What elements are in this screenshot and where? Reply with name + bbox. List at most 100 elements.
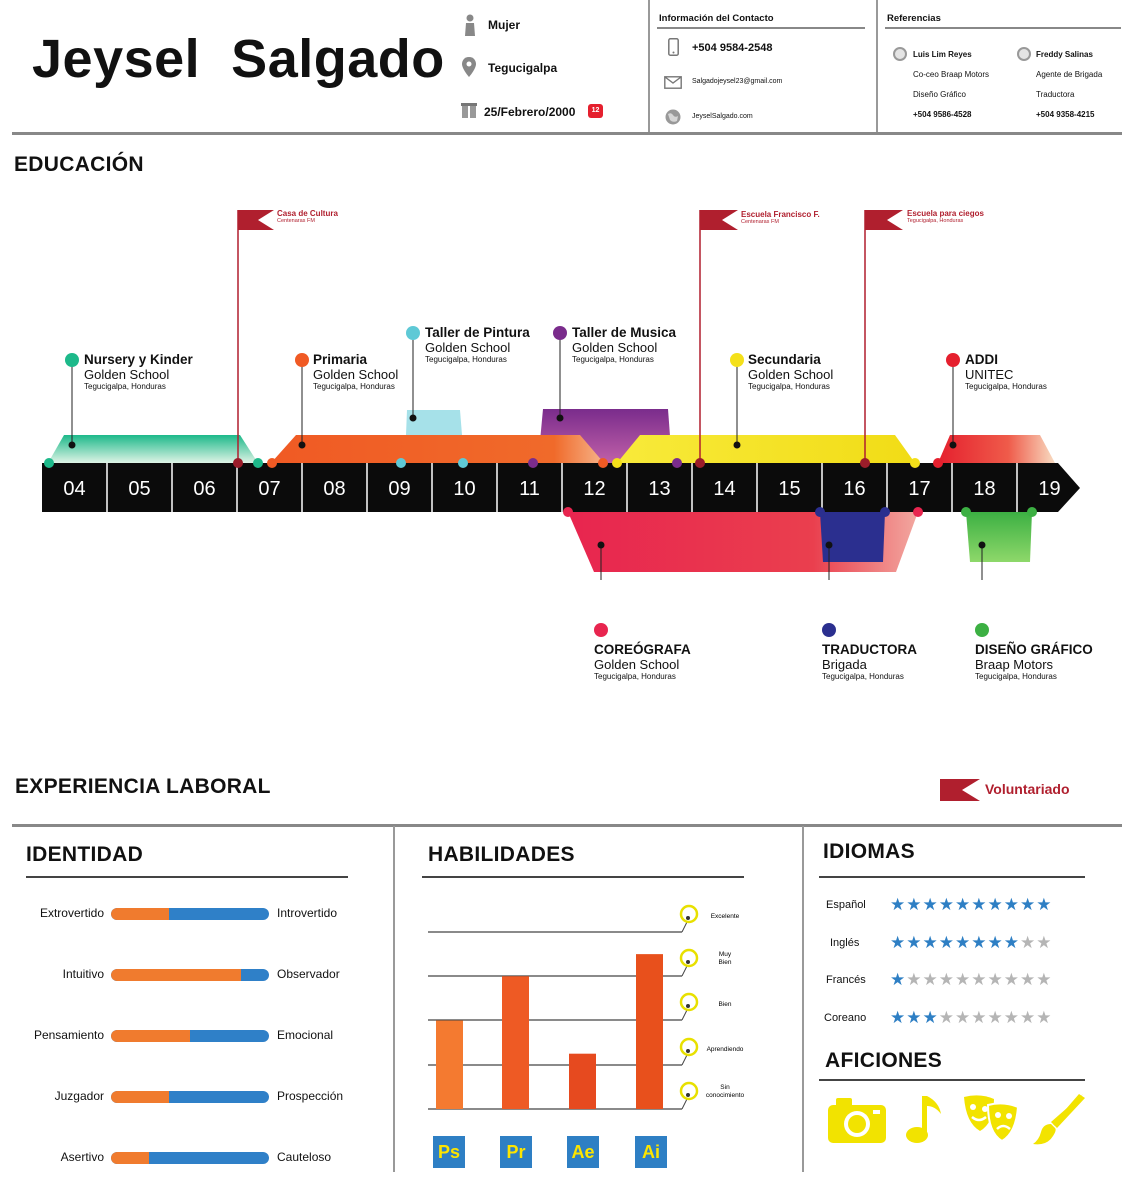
star-icon: ★ [1036,895,1053,914]
volunteer-flag-icon [940,779,980,801]
language-name: Coreano [824,1011,867,1024]
star-icon: ★ [987,932,1004,952]
trait-right-label: Emocional [277,1028,334,1042]
star-icon: ★ [955,970,972,989]
star-icon: ★ [1020,1007,1037,1027]
star-icon: ★ [890,970,907,989]
skill-bar [502,976,529,1109]
candidate-name: Jeysel Salgado [32,29,445,89]
trait-left-label: Pensamiento [33,1028,104,1042]
ref2-role: Agente de Brigada [1036,70,1103,79]
volunteer-legend: Voluntariado [985,781,1070,797]
theater-masks-icon [964,1095,1020,1143]
phone-text: +504 9584-2548 [692,42,773,54]
identity-title: IDENTIDAD [26,843,144,866]
edu-item-addi: ADDI UNITEC Tegucigalpa, Honduras [965,352,1047,391]
edu-item-pintura: Taller de Pintura Golden School Teguciga… [425,325,530,364]
star-icon: ★ [906,895,923,914]
trait-bar [111,1152,269,1164]
axis-year-label: 16 [843,478,865,500]
job-item-diseno: DISEÑO GRÁFICO Braap Motors Tegucigalpa,… [975,642,1093,681]
city-text: Tegucigalpa [488,61,558,75]
axis-year-label: 05 [128,478,150,500]
ref2-name: Freddy Salinas [1036,50,1093,59]
star-icon: ★ [906,970,923,989]
star-icon: ★ [906,932,923,952]
star-icon: ★ [922,970,939,989]
experience-title: EXPERIENCIA LABORAL [15,775,271,798]
star-icon: ★ [938,970,955,989]
star-icon: ★ [938,932,955,952]
star-icon: ★ [922,1007,939,1027]
skill-bar [569,1053,596,1109]
flag-escuela-ciegos [864,210,903,463]
star-icon: ★ [971,970,988,989]
axis-year-label: 17 [908,478,930,500]
camera-icon [828,1098,886,1143]
star-icon: ★ [1020,895,1037,914]
traductora-dot [822,623,836,637]
trait-right-label: Cauteloso [277,1150,332,1164]
person-icon [465,14,475,36]
hobbies-title: AFICIONES [825,1049,943,1072]
gender-text: Mujer [488,18,521,32]
trait-bar-fill [111,1152,149,1164]
star-icon: ★ [1003,1007,1020,1027]
addi-dot [946,353,960,367]
trait-bar [111,908,269,920]
education-timeline: 04 05 06 07 08 09 10 11 12 13 14 15 16 17 18 19 [42,210,1080,580]
star-icon: ★ [1020,970,1037,989]
trait-bar-fill [111,1091,170,1103]
addi-range [938,435,1055,463]
language-name: Inglés [830,936,860,949]
skills-title: HABILIDADES [428,843,575,866]
axis-year-label: 19 [1038,478,1060,500]
skill-level-marker [679,904,699,924]
music-note-icon [906,1096,941,1143]
edu-item-musica: Taller de Musica Golden School Tegucigal… [572,325,677,364]
star-icon: ★ [971,895,988,914]
skill-bar [436,1020,463,1109]
trait-bar [111,969,269,981]
language-rating: ★★★★★★★★★★ [890,970,1053,990]
star-icon: ★ [1020,932,1037,952]
trait-bar-fill [111,908,170,920]
references-title: Referencias [887,13,941,24]
job-item-coreografa: COREÓGRAFA Golden School Tegucigalpa, Ho… [594,642,691,681]
star-icon: ★ [971,932,988,952]
axis-year-label: 06 [193,478,215,500]
trait-right-label: Introvertido [277,906,338,920]
star-icon: ★ [890,895,907,914]
star-icon: ★ [1036,1007,1053,1027]
language-name: Francés [826,974,866,986]
ref1-role2: Diseño Gráfico [913,90,966,99]
star-icon: ★ [890,932,907,952]
star-icon: ★ [955,1007,972,1027]
job-item-traductora: TRADUCTORA Brigada Tegucigalpa, Honduras [822,642,917,681]
skill-level-label: Aprendiendo [707,1046,744,1053]
photoshop-icon: Ps [433,1136,465,1168]
axis-year-label: 04 [63,478,85,500]
flag-label: Escuela para ciegos Tegucigalpa, Hondura… [907,209,984,224]
axis-year-label: 11 [519,478,540,500]
location-pin-icon [462,57,476,77]
nursery-range [48,435,258,463]
star-icon: ★ [1003,895,1020,914]
trait-right-label: Observador [277,967,340,981]
axis-year-label: 13 [648,478,670,500]
skill-bar [636,954,663,1109]
skill-level-label: Bien [718,1001,731,1008]
phone-icon [668,38,679,56]
language-rating: ★★★★★★★★★★ [890,933,1053,953]
star-icon: ★ [922,895,939,914]
email-link[interactable]: Salgadojeysel23@gmail.com [692,78,783,85]
language-rating: ★★★★★★★★★★ [890,1008,1053,1028]
primaria-dot [295,353,309,367]
website-link[interactable]: JeyselSalgado.com [692,113,753,120]
skill-level-marker [679,1037,699,1057]
star-icon: ★ [938,895,955,914]
nursery-dot [65,353,79,367]
edu-item-secundaria: Secundaria Golden School Tegucigalpa, Ho… [748,352,834,391]
skill-level-marker [679,992,699,1012]
star-icon: ★ [1036,932,1053,952]
